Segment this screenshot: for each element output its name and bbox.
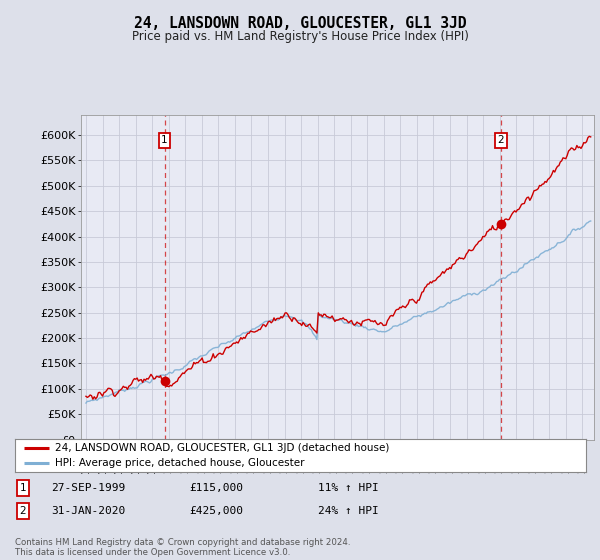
Text: 11% ↑ HPI: 11% ↑ HPI (318, 483, 379, 493)
Text: 2: 2 (19, 506, 26, 516)
Text: 1: 1 (19, 483, 26, 493)
Text: 24, LANSDOWN ROAD, GLOUCESTER, GL1 3JD: 24, LANSDOWN ROAD, GLOUCESTER, GL1 3JD (134, 16, 466, 31)
Text: 24% ↑ HPI: 24% ↑ HPI (318, 506, 379, 516)
Text: Contains HM Land Registry data © Crown copyright and database right 2024.
This d: Contains HM Land Registry data © Crown c… (15, 538, 350, 557)
Text: HPI: Average price, detached house, Gloucester: HPI: Average price, detached house, Glou… (55, 458, 304, 468)
Text: 27-SEP-1999: 27-SEP-1999 (51, 483, 125, 493)
Text: 2: 2 (498, 135, 505, 145)
Text: 31-JAN-2020: 31-JAN-2020 (51, 506, 125, 516)
Text: £115,000: £115,000 (189, 483, 243, 493)
Text: Price paid vs. HM Land Registry's House Price Index (HPI): Price paid vs. HM Land Registry's House … (131, 30, 469, 43)
Text: 24, LANSDOWN ROAD, GLOUCESTER, GL1 3JD (detached house): 24, LANSDOWN ROAD, GLOUCESTER, GL1 3JD (… (55, 443, 389, 453)
Text: 1: 1 (161, 135, 168, 145)
Text: £425,000: £425,000 (189, 506, 243, 516)
